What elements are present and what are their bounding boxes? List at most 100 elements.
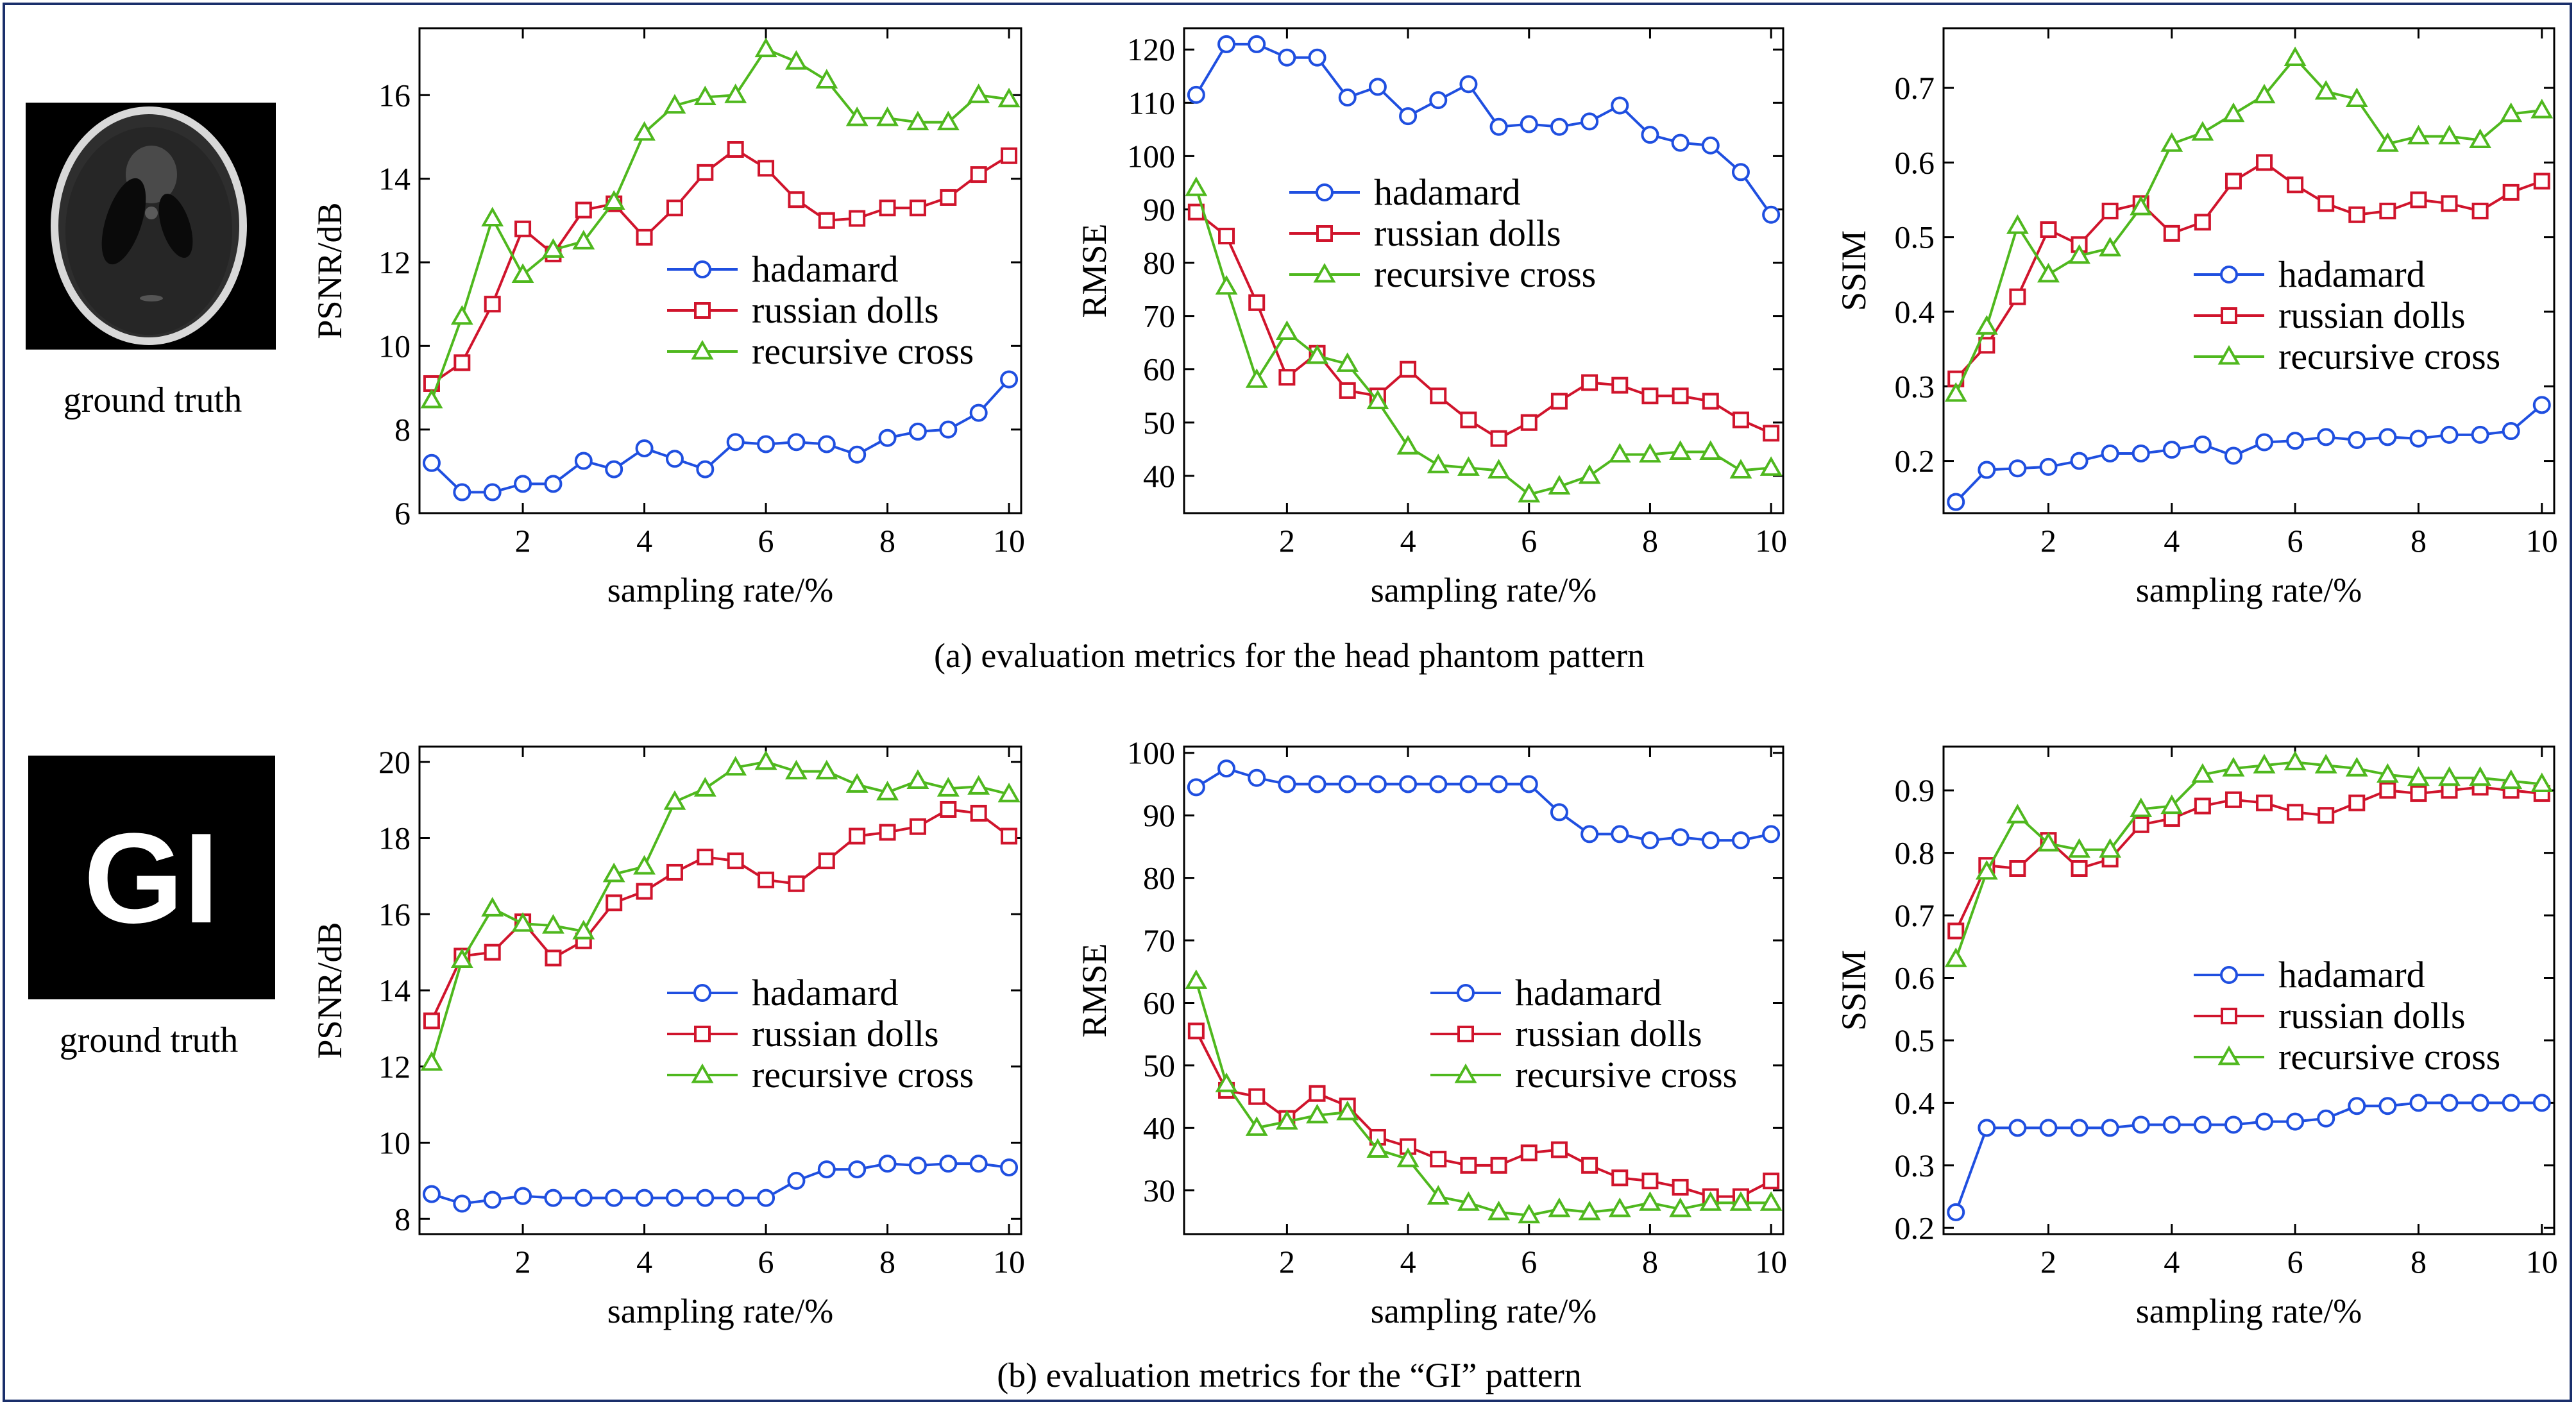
- data-point: [453, 1194, 471, 1213]
- series-hadamard: [1947, 1094, 2551, 1221]
- y-tick-label: 100: [1127, 735, 1175, 771]
- data-point: [511, 263, 534, 284]
- data-point: [879, 199, 896, 217]
- data-point: [2224, 1115, 2242, 1134]
- caption-a: (a) evaluation metrics for the head phan…: [934, 636, 1645, 675]
- series-line: [1954, 786, 2542, 932]
- data-point: [1487, 1200, 1511, 1221]
- series-russian-dolls: [1187, 1022, 1780, 1205]
- legend-marker: [2217, 1045, 2241, 1065]
- y-tick-label: 40: [1143, 1110, 1175, 1146]
- data-point: [2193, 1115, 2212, 1134]
- phantom-lower-spot: [140, 295, 163, 301]
- data-point: [453, 354, 471, 371]
- y-axis-label: SSIM: [1835, 950, 1873, 1031]
- data-point: [2471, 1094, 2489, 1112]
- data-point: [2162, 441, 2181, 459]
- data-point: [2009, 288, 2026, 305]
- data-point: [1672, 387, 1689, 405]
- series-hadamard: [422, 370, 1019, 502]
- data-point: [2009, 860, 2026, 877]
- data-point: [818, 212, 835, 229]
- series-recursive-cross: [420, 750, 1021, 1071]
- y-tick-label: 0.8: [1895, 835, 1935, 871]
- series-hadamard: [1187, 759, 1781, 850]
- caption-b: (b) evaluation metrics for the “GI” patt…: [997, 1356, 1582, 1394]
- data-point: [2502, 422, 2520, 441]
- legend-label: hadamard: [2278, 253, 2425, 295]
- data-point: [1731, 163, 1750, 182]
- data-point: [574, 1189, 593, 1207]
- data-point: [693, 85, 716, 106]
- data-point: [483, 483, 502, 502]
- data-point: [1308, 48, 1326, 67]
- x-tick-label: 10: [1755, 523, 1787, 559]
- data-point: [1399, 107, 1418, 126]
- y-tick-label: 12: [378, 244, 411, 280]
- legend-marker: [1313, 262, 1336, 283]
- data-point: [940, 189, 957, 206]
- data-point: [1641, 831, 1659, 850]
- x-tick-label: 4: [2164, 1244, 2180, 1280]
- data-point: [2348, 431, 2366, 450]
- data-point: [1699, 440, 1722, 460]
- data-point: [1671, 133, 1690, 152]
- data-point: [878, 428, 897, 447]
- data-point: [1701, 831, 1720, 850]
- data-point: [849, 827, 866, 845]
- data-point: [2101, 202, 2119, 219]
- data-point: [633, 121, 656, 141]
- ground-truth-head-phantom: [26, 103, 276, 350]
- y-tick-label: 14: [378, 161, 411, 197]
- data-point: [1215, 1072, 1238, 1092]
- data-point: [817, 1160, 836, 1179]
- data-point: [2379, 202, 2396, 219]
- data-point: [2194, 797, 2211, 815]
- data-point: [1429, 775, 1448, 793]
- legend-marker: [691, 339, 714, 360]
- data-point: [1306, 344, 1329, 364]
- legend-label: russian dolls: [752, 289, 939, 331]
- data-point: [1729, 459, 1752, 479]
- x-tick-label: 6: [758, 1244, 774, 1280]
- gi-image-text: GI: [83, 807, 219, 950]
- data-point: [1581, 1156, 1598, 1174]
- data-point: [1550, 803, 1568, 822]
- plot-frame: [1942, 27, 2555, 514]
- data-point: [1215, 275, 1238, 295]
- legend-label: recursive cross: [752, 330, 974, 372]
- data-point: [1001, 147, 1018, 164]
- data-point: [602, 862, 625, 883]
- data-point: [2099, 838, 2122, 858]
- y-axis-label: RMSE: [1075, 223, 1114, 318]
- data-point: [2378, 1097, 2397, 1115]
- x-axis-label: sampling rate/%: [1371, 571, 1597, 609]
- data-point: [2441, 195, 2458, 212]
- data-point: [2068, 838, 2091, 858]
- data-point: [2502, 1094, 2520, 1112]
- data-point: [1187, 778, 1205, 797]
- x-tick-label: 2: [515, 523, 531, 559]
- data-point: [1427, 1185, 1450, 1205]
- x-tick-label: 4: [636, 523, 652, 559]
- x-axis-label: sampling rate/%: [1371, 1292, 1597, 1330]
- data-point: [2194, 214, 2211, 231]
- y-tick-label: 16: [378, 896, 411, 932]
- data-point: [1396, 435, 1419, 455]
- data-point: [1001, 827, 1018, 845]
- data-point: [754, 37, 777, 58]
- data-point: [2222, 102, 2245, 123]
- data-point: [1457, 1191, 1480, 1211]
- data-point: [2284, 46, 2307, 67]
- y-tick-label: 0.2: [1895, 1210, 1935, 1246]
- data-point: [1185, 176, 1208, 196]
- y-tick-label: 0.7: [1895, 70, 1935, 106]
- x-tick-label: 8: [879, 523, 895, 559]
- legend-label: recursive cross: [752, 1054, 974, 1096]
- data-point: [696, 460, 715, 479]
- x-tick-label: 2: [1279, 1244, 1295, 1280]
- chart-a-ssim: 2 4 6 8 10 0.2 0.3 0.4 0.5 0.6 0.7 sampling rate/% S…: [1835, 27, 2558, 609]
- legend-marker: [693, 984, 711, 1002]
